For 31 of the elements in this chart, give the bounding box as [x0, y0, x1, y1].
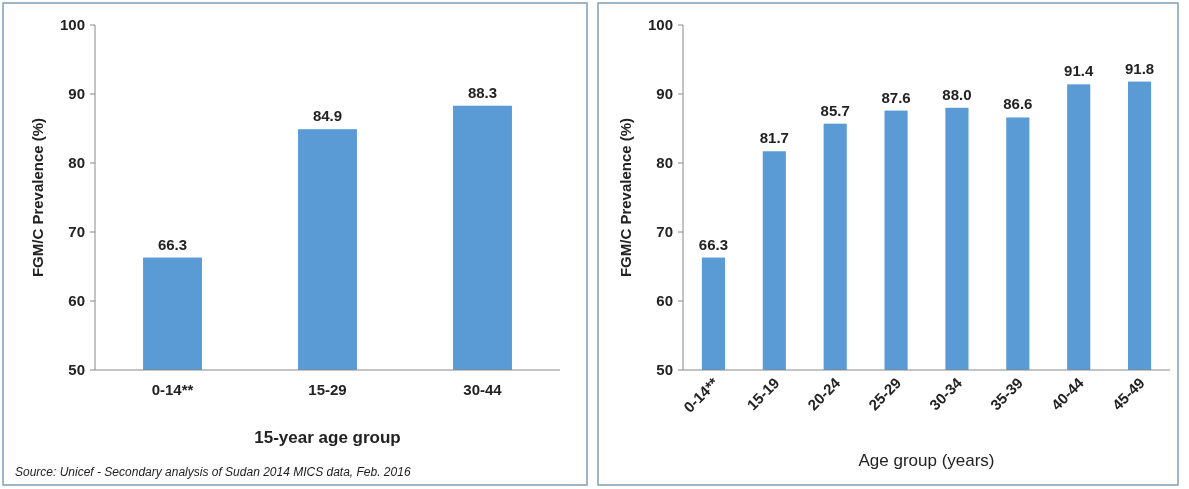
data-label: 87.6: [881, 88, 911, 106]
y-tick-label: 90: [68, 85, 85, 102]
source-note: Source: Unicef - Secondary analysis of Sudan 2014 MICS data, Feb. 2016: [15, 465, 411, 479]
y-tick-label: 90: [656, 85, 673, 102]
x-tick-label: 30-44: [463, 381, 503, 398]
data-label: 91.8: [1124, 59, 1155, 77]
data-label: 84.9: [312, 107, 343, 125]
data-label: 91.4: [1064, 62, 1094, 80]
x-tick-label: 0-14**: [151, 381, 194, 398]
data-label: 85.7: [820, 101, 850, 119]
data-label: 66.3: [157, 235, 188, 253]
data-label: 88.3: [467, 83, 498, 101]
x-axis-title: 15-year age group: [254, 428, 401, 447]
y-tick-label: 70: [68, 223, 85, 240]
y-axis-title: FGM/C Prevalence (%): [617, 117, 634, 278]
y-tick-label: 80: [68, 154, 85, 171]
y-tick-label: 100: [59, 16, 85, 33]
y-tick-label: 60: [68, 292, 85, 309]
y-tick-label: 100: [647, 16, 673, 33]
x-axis-title: Age group (years): [858, 451, 995, 470]
y-tick-label: 70: [656, 223, 673, 240]
y-tick-label: 80: [656, 154, 673, 171]
data-label: 88.0: [942, 85, 972, 103]
y-axis-title: FGM/C Prevalence (%): [29, 117, 46, 278]
data-label: 66.3: [698, 235, 729, 253]
y-tick-label: 50: [68, 361, 85, 378]
data-label: 86.6: [1003, 95, 1033, 113]
data-label: 81.7: [759, 129, 789, 147]
x-tick-label: 15-29: [308, 381, 347, 398]
y-tick-label: 50: [656, 361, 673, 378]
y-tick-label: 60: [656, 292, 673, 309]
